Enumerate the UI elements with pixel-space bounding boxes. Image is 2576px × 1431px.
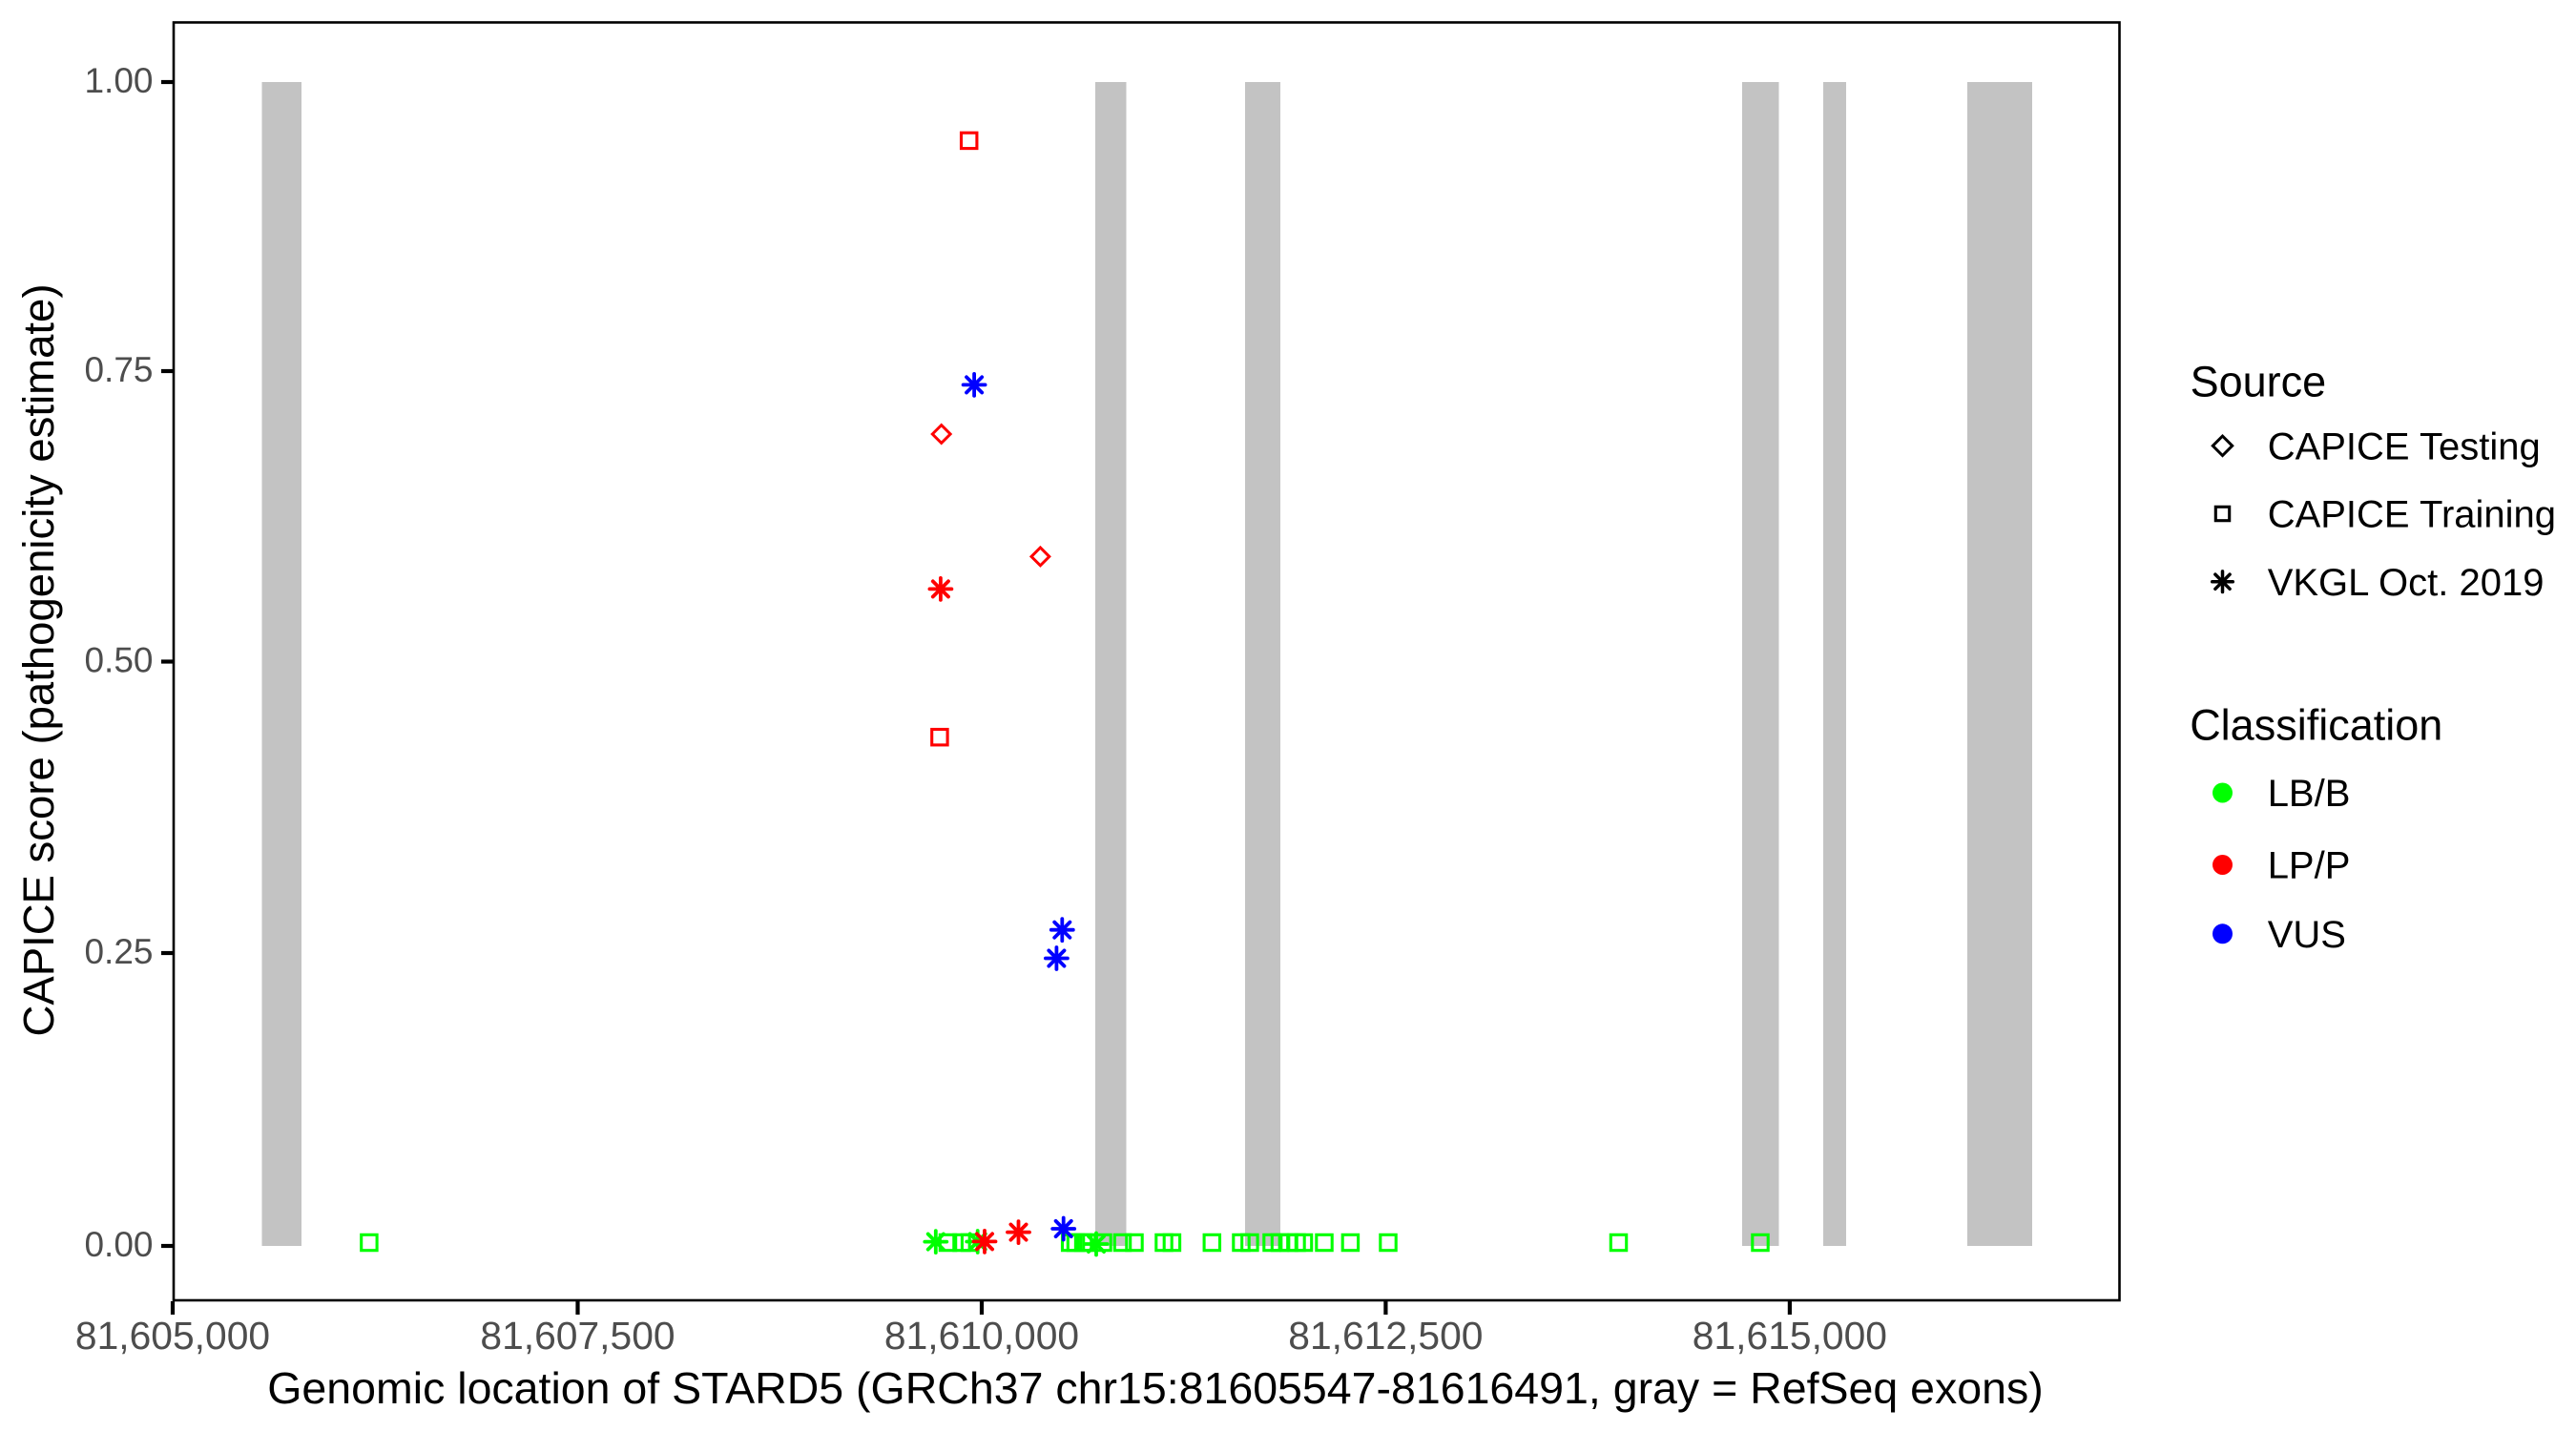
svg-text:81,612,500: 81,612,500	[1288, 1314, 1483, 1358]
svg-text:81,607,500: 81,607,500	[480, 1314, 675, 1358]
svg-text:81,615,000: 81,615,000	[1693, 1314, 1887, 1358]
svg-text:Classification: Classification	[2190, 701, 2442, 750]
svg-text:LB/B: LB/B	[2268, 773, 2351, 815]
svg-text:Source: Source	[2191, 358, 2327, 406]
svg-text:0.50: 0.50	[84, 641, 153, 680]
svg-text:VUS: VUS	[2268, 914, 2346, 956]
svg-text:VKGL Oct. 2019: VKGL Oct. 2019	[2268, 562, 2545, 604]
svg-text:81,605,000: 81,605,000	[75, 1314, 270, 1358]
svg-text:LP/P: LP/P	[2268, 845, 2351, 887]
svg-text:1.00: 1.00	[84, 61, 153, 100]
svg-text:CAPICE Testing: CAPICE Testing	[2268, 426, 2541, 468]
svg-text:81,610,000: 81,610,000	[884, 1314, 1079, 1358]
svg-text:CAPICE score (pathogenicity es: CAPICE score (pathogenicity estimate)	[14, 284, 63, 1037]
svg-text:CAPICE Training: CAPICE Training	[2268, 494, 2556, 536]
svg-text:0.25: 0.25	[84, 932, 153, 971]
svg-text:0.00: 0.00	[84, 1225, 153, 1264]
svg-text:Genomic location of STARD5 (GR: Genomic location of STARD5 (GRCh37 chr15…	[267, 1363, 2044, 1413]
svg-text:0.75: 0.75	[84, 350, 153, 389]
